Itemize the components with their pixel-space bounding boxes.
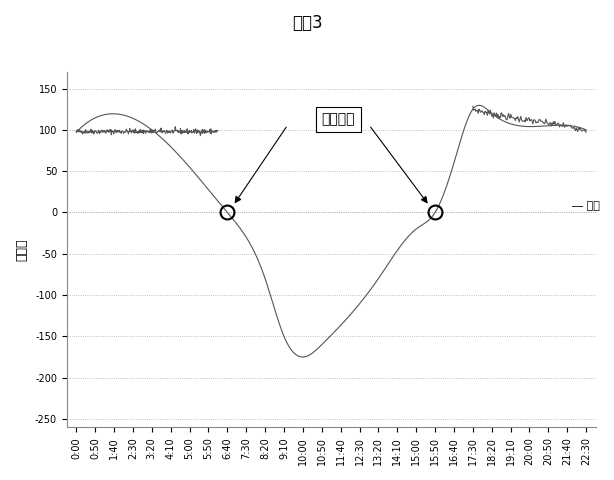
Text: ― 時間: ― 時間 [572,201,599,211]
Y-axis label: 潮電量: 潮電量 [15,239,28,261]
Text: 潮流反転: 潮流反転 [322,112,356,126]
Text: 図　3: 図 3 [292,14,322,33]
